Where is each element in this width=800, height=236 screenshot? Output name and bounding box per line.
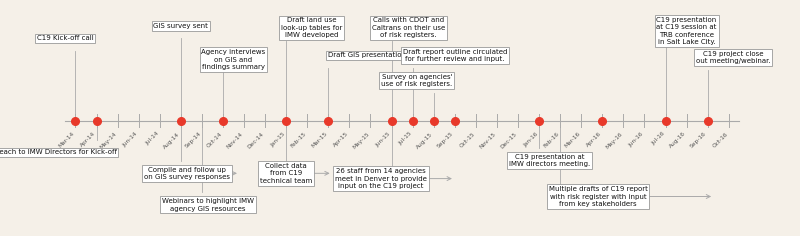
Text: Mar-16: Mar-16	[563, 131, 582, 149]
Text: Webinars to highlight IMW
agency GIS resources: Webinars to highlight IMW agency GIS res…	[162, 198, 254, 212]
Text: C19 Kick-off call: C19 Kick-off call	[37, 35, 94, 42]
Text: Jan-15: Jan-15	[270, 131, 286, 148]
Text: Dec-15: Dec-15	[500, 131, 518, 150]
Text: Jan-16: Jan-16	[522, 131, 539, 148]
Text: Oct-14: Oct-14	[206, 131, 223, 149]
Text: Jul-16: Jul-16	[650, 131, 666, 146]
Text: Dec-14: Dec-14	[246, 131, 265, 150]
Text: Feb-16: Feb-16	[542, 131, 560, 149]
Text: Outreach to IMW Directors for Kick-off: Outreach to IMW Directors for Kick-off	[0, 149, 117, 155]
Text: Jun-16: Jun-16	[628, 131, 645, 148]
Text: C19 project close
out meeting/webinar.: C19 project close out meeting/webinar.	[696, 51, 770, 64]
Text: Nov-15: Nov-15	[478, 131, 497, 150]
Text: Apr-15: Apr-15	[332, 131, 350, 148]
Text: Jul-15: Jul-15	[398, 131, 413, 147]
Text: May-14: May-14	[98, 131, 118, 150]
Text: Compile and follow up
on GIS survey responses: Compile and follow up on GIS survey resp…	[144, 167, 230, 180]
Text: Feb-15: Feb-15	[290, 131, 307, 149]
Text: Survey on agencies'
use of risk registers.: Survey on agencies' use of risk register…	[382, 74, 453, 87]
Text: Apr-14: Apr-14	[79, 131, 97, 148]
Text: Draft report outline circulated
for further review and input.: Draft report outline circulated for furt…	[402, 49, 507, 62]
Text: Draft GIS presentation summaries: Draft GIS presentation summaries	[328, 52, 446, 58]
Text: Oct-15: Oct-15	[458, 131, 476, 149]
Text: Agency interviews
on GIS and
findings summary: Agency interviews on GIS and findings su…	[202, 49, 266, 70]
Text: Jul-14: Jul-14	[145, 131, 160, 147]
Text: Draft land use
look-up tables for
IMW developed: Draft land use look-up tables for IMW de…	[281, 17, 342, 38]
Text: 26 staff from 14 agencies
meet in Denver to provide
input on the C19 project: 26 staff from 14 agencies meet in Denver…	[335, 168, 427, 189]
Text: Collect data
from C19
technical team: Collect data from C19 technical team	[260, 163, 312, 184]
Text: Apr-16: Apr-16	[586, 131, 602, 148]
Text: Mar-15: Mar-15	[310, 131, 328, 149]
Text: Calls with CDOT and
Caltrans on their use
of risk registers.: Calls with CDOT and Caltrans on their us…	[372, 17, 445, 38]
Text: May-15: May-15	[352, 131, 370, 150]
Text: Sep-14: Sep-14	[184, 131, 202, 149]
Text: Jun-14: Jun-14	[122, 131, 138, 148]
Text: Multiple drafts of C19 report
with risk register with input
from key stakeholder: Multiple drafts of C19 report with risk …	[549, 186, 647, 207]
Text: Oct-16: Oct-16	[711, 131, 729, 148]
Text: May-16: May-16	[605, 131, 623, 150]
Text: Jun-15: Jun-15	[375, 131, 391, 148]
Text: Aug-15: Aug-15	[415, 131, 434, 150]
Text: C19 presentation
at C19 session at
TRB conference
in Salt Lake City.: C19 presentation at C19 session at TRB c…	[657, 17, 717, 45]
Text: Nov-14: Nov-14	[226, 131, 244, 150]
Text: Mar-14: Mar-14	[58, 131, 75, 149]
Text: C19 presentation at
IMW directors meeting.: C19 presentation at IMW directors meetin…	[509, 154, 590, 167]
Text: Sep-16: Sep-16	[690, 131, 708, 149]
Text: Aug-16: Aug-16	[668, 131, 686, 149]
Text: Aug-14: Aug-14	[162, 131, 181, 150]
Text: Sep-15: Sep-15	[437, 131, 454, 149]
Text: GIS survey sent: GIS survey sent	[154, 23, 208, 29]
